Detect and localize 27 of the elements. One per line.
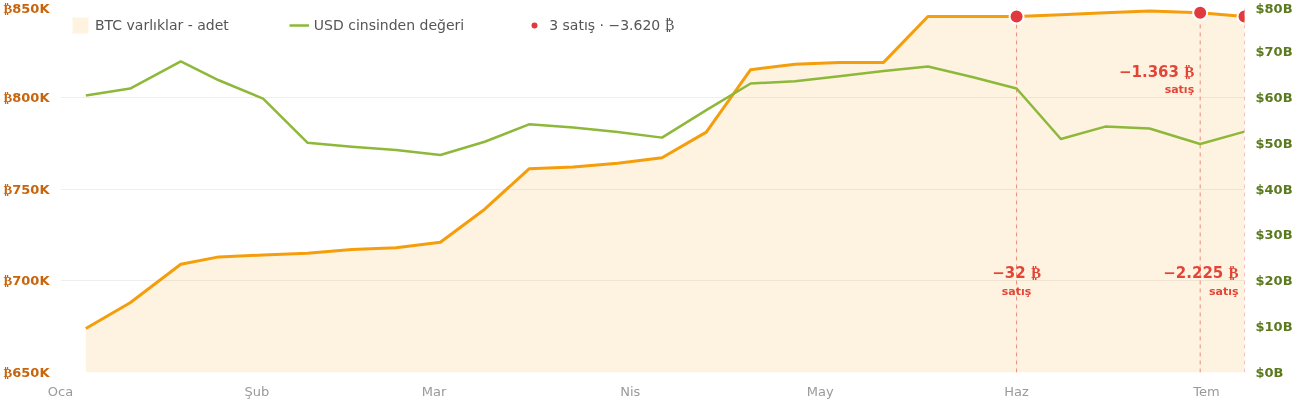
y-tick-label: ₿700K — [3, 273, 51, 289]
y-tick-label: ₿800K — [3, 89, 51, 105]
y2-tick-label: $80B — [1255, 0, 1293, 16]
x-tick-label: Haz — [1004, 383, 1030, 399]
y2-tick-label: $10B — [1255, 319, 1293, 335]
y-tick-label: ₿750K — [3, 181, 51, 197]
legend-label: 3 satış · −3.620 ₿ — [549, 16, 675, 34]
y2-tick-label: $60B — [1255, 89, 1293, 105]
ref-line-label: −2.225 ₿ satış — [1163, 264, 1239, 298]
x-tick-label: Mar — [421, 383, 447, 399]
y2-tick-label: $70B — [1255, 43, 1293, 59]
legend-label: USD cinsinden değeri — [313, 17, 465, 33]
y2-tick-label: $40B — [1255, 181, 1293, 197]
x-tick-label: May — [806, 383, 835, 399]
ref-line-label: −1.363 ₿ satış — [1118, 62, 1195, 97]
y2-tick-label: $0B — [1255, 365, 1284, 380]
x-tick-label: Nis — [620, 383, 641, 399]
y-tick-label: ₿650K — [3, 365, 51, 380]
y-tick-label: ₿850K — [3, 0, 51, 16]
y2-tick-label: $30B — [1255, 227, 1293, 243]
x-tick-label: Oca — [47, 383, 74, 399]
x-tick-label: Tem — [1192, 383, 1220, 399]
legend-label: BTC varlıklar - adet — [95, 17, 229, 33]
ref-line-label: −32 ₿ satış — [992, 264, 1041, 298]
x-tick-label: Şub — [244, 383, 270, 399]
y2-tick-label: $20B — [1255, 273, 1293, 289]
y2-tick-label: $50B — [1255, 135, 1293, 151]
